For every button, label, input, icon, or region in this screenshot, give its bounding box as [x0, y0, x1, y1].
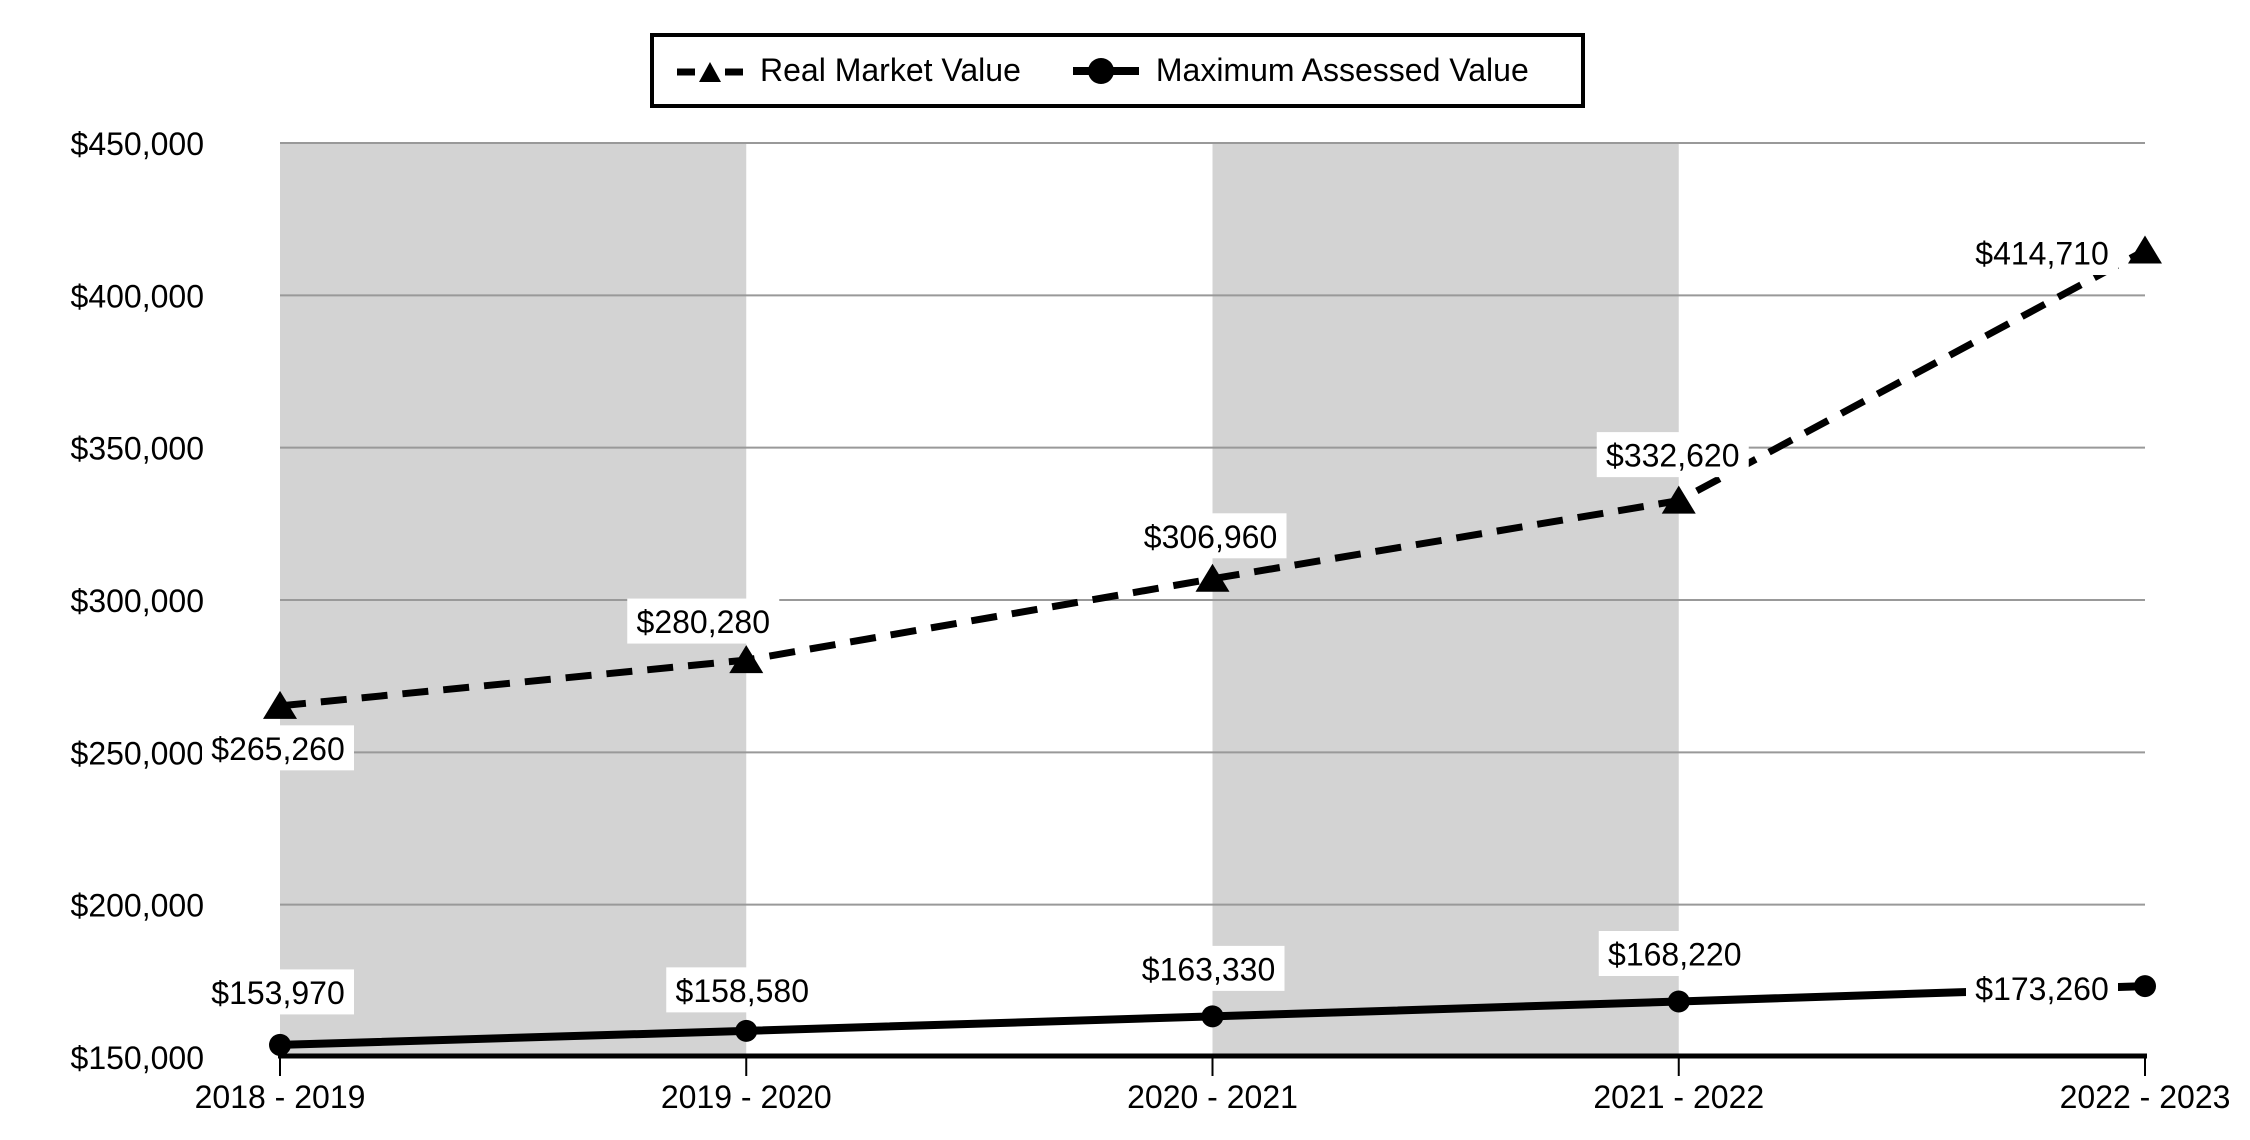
data-label-background: [1134, 513, 1287, 559]
marker-triangle: [1195, 563, 1230, 592]
data-label-background: [202, 969, 354, 1015]
legend-label-maximum-assessed-value: Maximum Assessed Value: [1155, 52, 1529, 88]
y-axis-tick-label: $350,000: [71, 431, 204, 467]
data-label: $265,260: [211, 731, 344, 767]
marker-triangle: [263, 690, 297, 719]
marker-circle: [269, 1033, 291, 1056]
data-label-background: [1966, 965, 2118, 1011]
marker-circle: [1201, 1005, 1224, 1028]
y-axis-tick-label: $200,000: [71, 888, 204, 924]
data-label-background: [202, 725, 354, 771]
data-label-background: [1966, 230, 2118, 276]
data-label: $173,260: [1975, 971, 2108, 1007]
data-label: $153,970: [211, 975, 344, 1011]
data-label-background: [1132, 945, 1285, 991]
data-label: $280,280: [637, 604, 770, 640]
legend-item-real-market-value: Real Market Value: [677, 52, 1021, 89]
y-axis-tick-label: $450,000: [71, 126, 204, 162]
data-label: $158,580: [676, 973, 809, 1009]
x-axis-tick-label: 2022 - 2023: [2060, 1079, 2231, 1115]
data-label-background: [627, 598, 780, 644]
marker-circle: [735, 1019, 758, 1042]
y-axis-tick-label: $300,000: [71, 583, 204, 619]
legend-label-real-market-value: Real Market Value: [760, 52, 1021, 88]
x-axis-tick-label: 2020 - 2021: [1127, 1079, 1298, 1115]
solid-line-circle-icon: [1072, 57, 1139, 84]
data-label: $414,710: [1975, 236, 2108, 272]
data-label-background: [1598, 930, 1751, 976]
legend-item-maximum-assessed-value: Maximum Assessed Value: [1072, 52, 1529, 89]
y-axis-tick-label: $150,000: [71, 1040, 204, 1076]
x-axis-tick-label: 2018 - 2019: [195, 1079, 366, 1115]
series-line-real-market-value: [279, 247, 2147, 710]
data-label-background: [666, 967, 819, 1013]
marker-triangle: [2128, 235, 2162, 264]
data-label: $332,620: [1606, 438, 1739, 474]
marker-triangle: [1661, 485, 1696, 514]
y-axis-tick-label: $400,000: [71, 278, 204, 314]
marker-circle: [1667, 990, 1690, 1013]
x-axis-tick-label: 2019 - 2020: [661, 1079, 832, 1115]
data-label: $306,960: [1144, 519, 1277, 555]
x-axis-tick-label: 2021 - 2022: [1593, 1079, 1764, 1115]
data-label: $163,330: [1142, 951, 1275, 987]
marker-triangle: [729, 645, 764, 674]
legend: Real Market Value Maximum Assessed Value: [650, 33, 1585, 108]
data-label: $168,220: [1608, 936, 1741, 972]
dashed-line-triangle-icon: [677, 61, 743, 82]
data-label-background: [1596, 432, 1749, 478]
marker-circle: [2134, 975, 2156, 998]
y-axis-tick-label: $250,000: [71, 735, 204, 771]
